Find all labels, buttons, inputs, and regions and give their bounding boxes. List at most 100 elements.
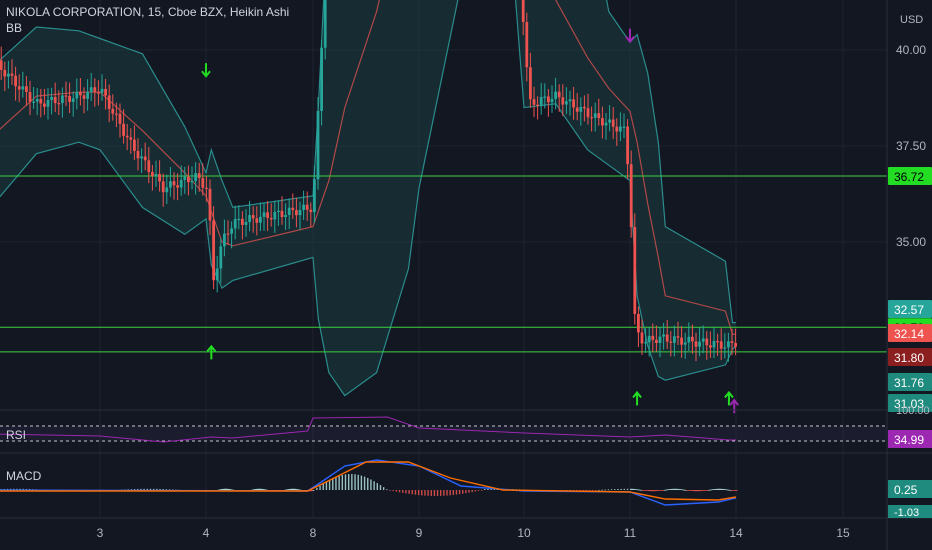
macd-bar bbox=[298, 489, 300, 491]
macd-bar bbox=[297, 489, 300, 491]
macd-bar bbox=[493, 488, 495, 490]
macd-bar bbox=[227, 488, 229, 490]
candle-body bbox=[25, 86, 28, 92]
macd-bar bbox=[414, 490, 417, 495]
candle-body bbox=[7, 73, 10, 77]
x-tick-label: 8 bbox=[310, 526, 317, 540]
macd-value-tag-2 bbox=[888, 505, 932, 518]
price-tag-label: 36.72 bbox=[894, 170, 924, 184]
macd-bar bbox=[710, 489, 712, 491]
macd-bar bbox=[689, 490, 691, 491]
candle-body bbox=[241, 218, 244, 225]
macd-bar bbox=[159, 488, 161, 490]
macd-bar bbox=[357, 474, 359, 490]
arrow-up-icon bbox=[632, 390, 642, 406]
macd-bar bbox=[679, 489, 682, 490]
arrow-head bbox=[632, 390, 642, 399]
macd-bar bbox=[347, 474, 350, 490]
candle-body bbox=[525, 22, 529, 68]
candle-body bbox=[237, 218, 241, 221]
candle-body bbox=[161, 181, 165, 193]
price-tag bbox=[888, 300, 932, 318]
candle-body bbox=[316, 110, 320, 180]
candle-body bbox=[583, 106, 586, 109]
macd-bar bbox=[149, 488, 152, 490]
candle-body bbox=[579, 106, 583, 112]
candle-body bbox=[129, 137, 133, 140]
macd-bar bbox=[645, 490, 648, 491]
candle-body bbox=[158, 174, 161, 182]
candle-body bbox=[14, 75, 17, 87]
macd-bar bbox=[728, 489, 730, 491]
macd-bar bbox=[623, 488, 626, 490]
candle-body bbox=[35, 99, 39, 102]
macd-bar bbox=[253, 489, 256, 491]
macd-bar bbox=[714, 488, 717, 490]
candle-body bbox=[590, 117, 593, 119]
rsi-top-tick: 100.00 bbox=[896, 405, 930, 417]
rsi-pane-label: RSI bbox=[6, 428, 27, 442]
macd-bar bbox=[344, 474, 347, 490]
candle-body bbox=[529, 67, 532, 100]
macd-line bbox=[0, 459, 737, 506]
macd-bar bbox=[648, 490, 650, 492]
macd-bar bbox=[296, 489, 299, 491]
candle-body bbox=[21, 86, 25, 90]
macd-bar bbox=[582, 490, 584, 491]
macd-bar bbox=[341, 475, 344, 490]
macd-bar bbox=[638, 489, 640, 491]
macd-bar bbox=[639, 489, 641, 491]
macd-bar bbox=[698, 490, 701, 492]
macd-bar bbox=[449, 490, 451, 496]
macd-bar bbox=[681, 489, 684, 491]
macd-pane-label: MACD bbox=[6, 469, 42, 483]
arrow-head bbox=[206, 344, 217, 352]
candle-body bbox=[201, 177, 205, 188]
macd-bar bbox=[620, 488, 622, 490]
macd-bar bbox=[640, 489, 642, 491]
macd-bar bbox=[386, 489, 388, 491]
chart-title: NIKOLA CORPORATION, 15, Cboe BZX, Heikin… bbox=[6, 5, 290, 19]
candle-body bbox=[75, 91, 79, 99]
candle-body bbox=[727, 341, 730, 348]
candle-body bbox=[165, 187, 169, 193]
bb-lower bbox=[0, 0, 737, 397]
price-tag bbox=[888, 166, 932, 185]
candle-body bbox=[298, 209, 302, 216]
macd-bar bbox=[219, 489, 221, 491]
macd-bar bbox=[222, 488, 224, 490]
macd-bar bbox=[290, 488, 292, 490]
macd-bar bbox=[455, 490, 458, 495]
macd-bar bbox=[265, 489, 268, 491]
macd-bar bbox=[370, 479, 372, 490]
macd-bar bbox=[693, 490, 695, 492]
macd-bar bbox=[660, 490, 663, 491]
macd-bar bbox=[652, 490, 654, 492]
macd-bar bbox=[663, 489, 666, 491]
rsi-line bbox=[0, 416, 736, 443]
macd-bar bbox=[595, 490, 597, 491]
candle-body bbox=[194, 173, 197, 182]
macd-bar bbox=[614, 489, 616, 490]
macd-bar bbox=[680, 489, 683, 491]
arrow-head bbox=[724, 390, 734, 399]
candle-body bbox=[550, 98, 554, 103]
macd-bar bbox=[617, 488, 619, 490]
macd-bar bbox=[722, 488, 724, 490]
macd-bar bbox=[258, 488, 260, 490]
macd-bar bbox=[731, 490, 734, 491]
candle-body bbox=[547, 96, 550, 103]
macd-bar bbox=[650, 490, 652, 492]
candle-body bbox=[701, 338, 705, 342]
candle-body bbox=[71, 98, 75, 102]
macd-bar bbox=[421, 490, 423, 496]
macd-bar bbox=[260, 488, 262, 490]
candle-body bbox=[43, 103, 46, 107]
macd-bar bbox=[153, 488, 155, 490]
candle-body bbox=[169, 181, 172, 188]
rsi-value-tag bbox=[888, 430, 932, 448]
candle-body bbox=[266, 212, 269, 218]
x-tick-label: 4 bbox=[203, 526, 210, 540]
candle-body bbox=[691, 336, 694, 342]
